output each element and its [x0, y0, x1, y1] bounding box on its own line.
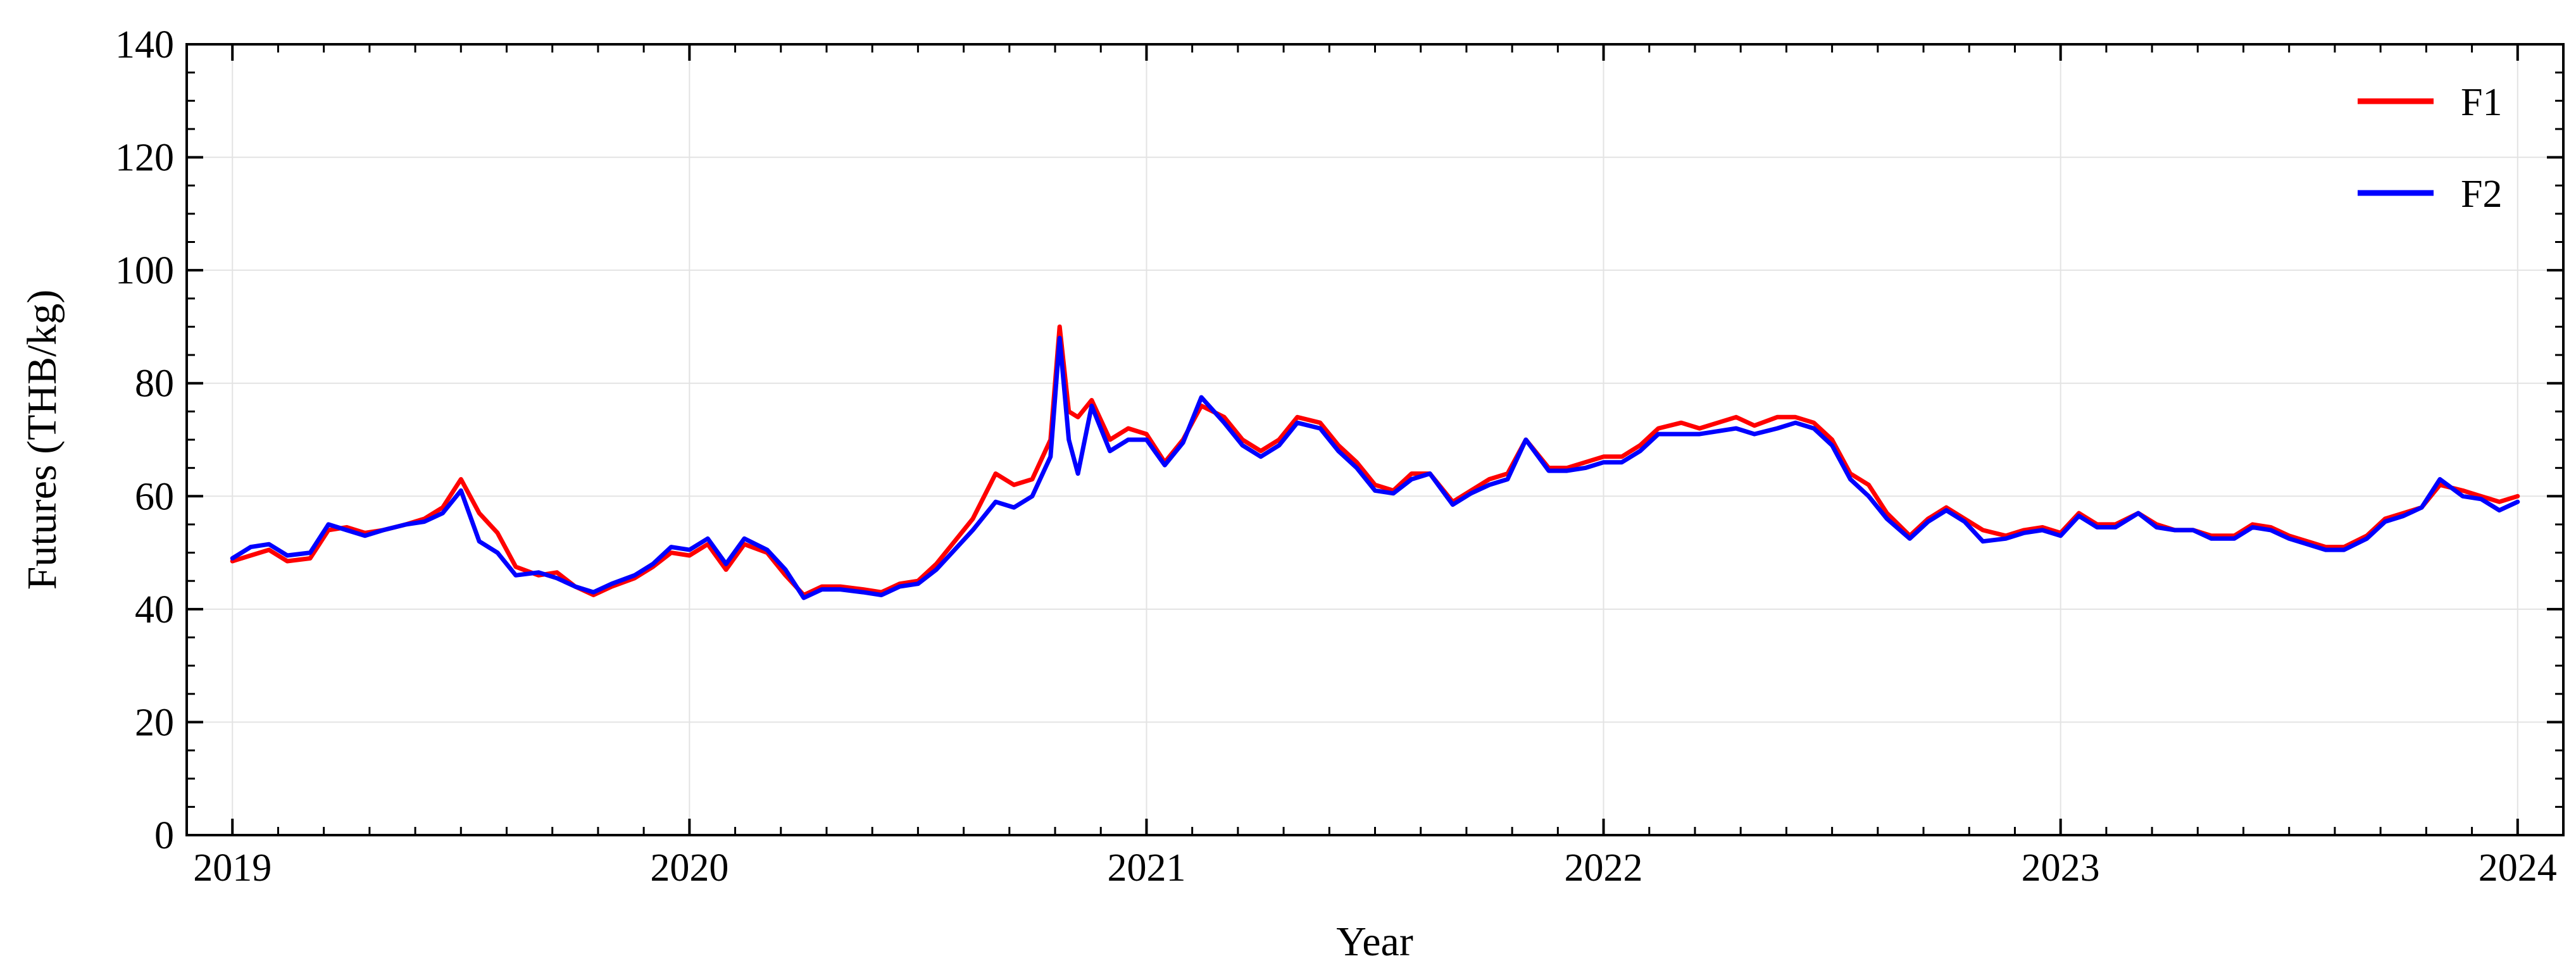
y-tick-label: 0 [154, 814, 174, 857]
series-line-f2 [230, 335, 2520, 600]
x-tick-label: 2024 [2479, 847, 2557, 890]
major-ticks [187, 43, 2563, 836]
x-tick-label: 2022 [1565, 847, 1643, 890]
x-axis-title: Year [1336, 919, 1413, 965]
series-line-f1 [230, 324, 2520, 597]
y-tick-label: 60 [135, 475, 174, 518]
legend-label-f1: F1 [2461, 81, 2502, 124]
y-tick-label: 140 [115, 23, 174, 66]
grid-lines [187, 44, 2563, 836]
y-axis-title: Futures (THB/kg) [19, 290, 65, 590]
y-tick-label: 40 [135, 588, 174, 631]
y-tick-label: 100 [115, 249, 174, 292]
minor-ticks [185, 44, 2565, 835]
legend: F1 F2 [2358, 81, 2502, 216]
x-tick-label: 2021 [1107, 847, 1185, 890]
y-tick-label: 120 [115, 137, 174, 180]
y-tick-label: 20 [135, 701, 174, 744]
plot-area-frame [185, 43, 2565, 836]
x-tick-label: 2019 [193, 847, 272, 890]
y-tick-label: 80 [135, 363, 174, 406]
x-tick-label: 2020 [650, 847, 728, 890]
x-tick-labels: 2019 2020 2021 2022 2023 2024 [193, 847, 2557, 890]
legend-label-f2: F2 [2461, 173, 2502, 216]
y-tick-labels: 0 20 40 60 80 100 120 140 [115, 23, 174, 857]
x-tick-label: 2023 [2022, 847, 2100, 890]
series-lines [230, 324, 2520, 600]
